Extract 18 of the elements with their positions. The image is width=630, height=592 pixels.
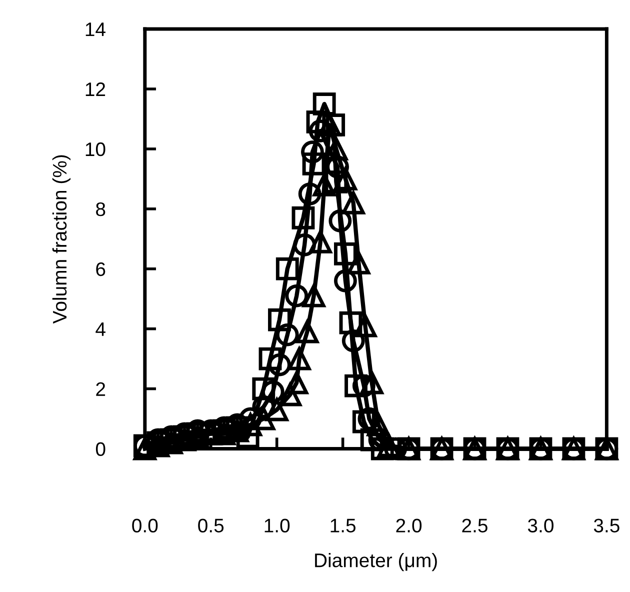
y-tick-label: 6 — [96, 262, 106, 276]
y-tick-label: 2 — [96, 382, 106, 396]
y-tick-label: 0 — [96, 442, 106, 456]
y-tick-label: 12 — [86, 82, 106, 96]
y-tick-label: 10 — [86, 142, 106, 156]
y-tick-label: 14 — [86, 22, 106, 36]
x-axis-title: Diameter (μm) — [315, 552, 437, 572]
x-tick-label: 3.0 — [528, 518, 554, 532]
x-tick-label: 1.5 — [330, 518, 356, 532]
y-tick-label: 8 — [96, 202, 106, 216]
x-tick-label: 2.5 — [462, 518, 488, 532]
y-tick-label: 4 — [96, 322, 106, 336]
x-tick-label: 0.0 — [132, 518, 158, 532]
y-axis-title: Volumn fraction (%) — [52, 155, 70, 324]
x-tick-label: 3.5 — [594, 518, 620, 532]
x-tick-label: 2.0 — [396, 518, 422, 532]
x-tick-label: 1.0 — [264, 518, 290, 532]
x-tick-label: 0.5 — [198, 518, 224, 532]
